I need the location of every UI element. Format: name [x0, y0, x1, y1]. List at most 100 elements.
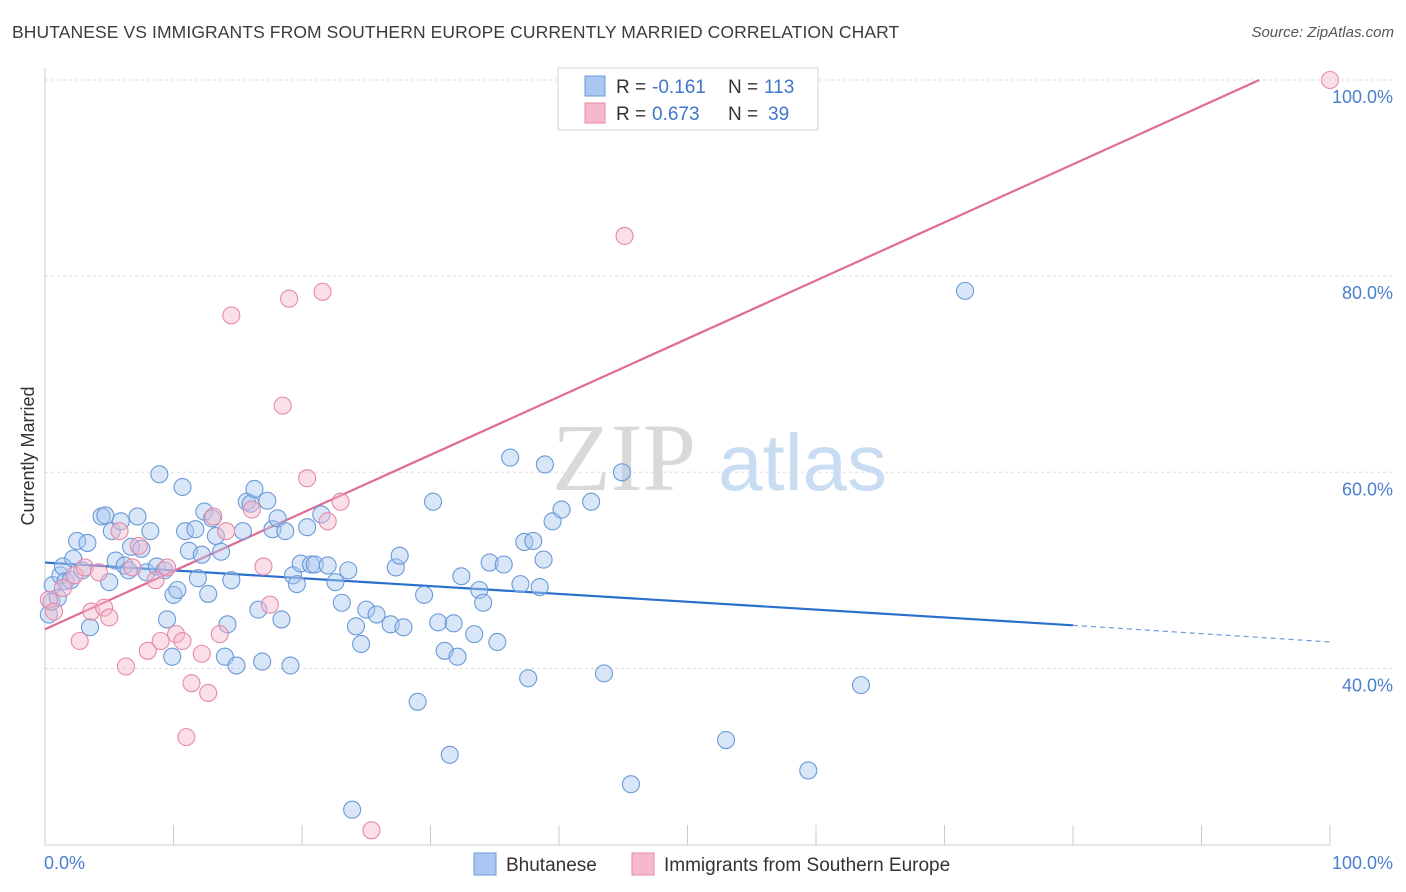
bhutanese-point-25: [141, 522, 160, 541]
bhutanese-point-105: [582, 492, 601, 511]
bhutanese-point-65: [305, 555, 324, 574]
legend-n-value-pink: 39: [768, 104, 789, 125]
southern-europe-point-7: [89, 563, 109, 582]
bottom-legend-label-bhutanese: Bhutanese: [506, 855, 597, 876]
bhutanese-point-39: [195, 502, 214, 521]
bhutanese-point-66: [312, 505, 331, 524]
southern-europe-point-33: [298, 469, 317, 488]
bhutanese-point-14: [96, 506, 115, 525]
bhutanese-point-68: [326, 573, 345, 592]
bhutanese-point-94: [494, 555, 513, 574]
southern-europe-point-8: [95, 598, 114, 617]
bottom-legend-swatch-southern-europe: [631, 852, 655, 876]
southern-europe-point-9: [100, 608, 119, 627]
bhutanese-trend-extension: [1072, 624, 1331, 643]
southern-europe-point-1: [44, 602, 64, 621]
bhutanese-point-75: [367, 605, 386, 624]
legend-n-label-pink: N =: [728, 104, 758, 125]
southern-europe-point-14: [138, 641, 157, 660]
bhutanese-point-101: [534, 550, 553, 569]
southern-europe-point-13: [129, 536, 148, 555]
bhutanese-point-80: [408, 692, 427, 711]
bhutanese-point-30: [163, 647, 182, 666]
legend-r-value-blue: -0.161: [652, 77, 706, 98]
bottom-legend: Bhutanese Immigrants from Southern Europ…: [473, 852, 950, 876]
bhutanese-point-3: [48, 588, 67, 607]
bhutanese-point-36: [186, 520, 205, 539]
tick-label-layer: 40.0% 60.0% 80.0% 100.0% 0.0% 100.0%: [44, 87, 1393, 873]
bhutanese-point-51: [245, 479, 264, 499]
bhutanese-point-98: [519, 669, 538, 688]
bottom-legend-label-southern-europe: Immigrants from Southern Europe: [664, 855, 950, 876]
southern-europe-point-36: [331, 492, 350, 511]
bhutanese-point-95: [501, 448, 520, 467]
top-legend: R = -0.161 N = 113 R = 0.673 N = 39: [557, 67, 819, 131]
southern-europe-point-20: [177, 728, 196, 747]
bhutanese-point-37: [188, 569, 207, 588]
bhutanese-point-96: [511, 575, 530, 594]
southern-europe-point-0: [39, 590, 58, 609]
southern-europe-point-17: [158, 558, 177, 577]
bhutanese-point-69: [332, 593, 351, 612]
bhutanese-point-112: [956, 281, 975, 300]
bhutanese-point-88: [452, 567, 471, 586]
southern-europe-point-38: [615, 226, 634, 245]
bhutanese-point-111: [851, 676, 871, 695]
bhutanese-point-16: [102, 522, 121, 541]
bhutanese-point-79: [394, 618, 413, 637]
bhutanese-point-63: [298, 518, 317, 537]
bhutanese-point-22: [128, 507, 147, 526]
bhutanese-point-29: [158, 610, 177, 629]
southern-europe-point-12: [123, 558, 142, 577]
southern-europe-point-30: [260, 595, 279, 614]
southern-europe-trend-line: [44, 78, 1260, 631]
legend-r-value-pink: 0.673: [652, 104, 700, 125]
bhutanese-point-43: [211, 542, 231, 561]
southern-europe-point-5: [75, 558, 94, 577]
southern-europe-point-35: [318, 512, 337, 531]
southern-europe-point-27: [222, 306, 241, 325]
watermark-atlas: atlas: [718, 418, 887, 507]
legend-n-label-blue: N =: [728, 77, 758, 98]
bhutanese-point-6: [56, 572, 75, 591]
bhutanese-point-61: [287, 575, 306, 594]
southern-europe-point-32: [280, 289, 299, 308]
bhutanese-point-11: [78, 533, 97, 552]
y-tick-label-100: 100.0%: [1332, 87, 1393, 107]
bhutanese-point-73: [352, 634, 371, 653]
bhutanese-point-89: [465, 625, 484, 644]
bhutanese-point-57: [272, 610, 291, 629]
southern-europe-point-4: [70, 631, 89, 651]
southern-europe-point-18: [167, 625, 186, 644]
y-axis-label: Currently Married: [18, 386, 38, 525]
bhutanese-point-17: [106, 551, 125, 570]
bhutanese-point-48: [233, 522, 252, 541]
southern-europe-point-16: [151, 631, 170, 651]
southern-europe-point-26: [217, 522, 236, 541]
y-tick-label-60: 60.0%: [1342, 479, 1393, 499]
bhutanese-point-86: [444, 614, 463, 633]
bhutanese-point-99: [524, 531, 543, 551]
southern-europe-point-24: [204, 507, 223, 526]
bhutanese-point-82: [424, 492, 443, 511]
bhutanese-point-59: [281, 656, 300, 675]
bhutanese-point-12: [80, 618, 100, 637]
southern-europe-point-39: [1320, 70, 1340, 90]
bhutanese-point-18: [111, 512, 130, 531]
bhutanese-point-106: [594, 664, 614, 683]
southern-europe-point-19: [173, 631, 192, 651]
bhutanese-point-107: [612, 463, 632, 482]
southern-europe-point-25: [210, 625, 229, 644]
bhutanese-point-45: [218, 615, 237, 634]
points-layer: [39, 70, 1340, 840]
southern-europe-point-21: [182, 674, 201, 693]
southern-europe-point-34: [313, 282, 332, 301]
bhutanese-point-71: [343, 800, 362, 819]
bhutanese-point-58: [276, 522, 295, 541]
axis-layer: [44, 68, 1331, 846]
bhutanese-point-74: [357, 600, 376, 619]
x-tick-label-100: 100.0%: [1332, 853, 1393, 873]
trend-layer: [44, 78, 1331, 643]
bhutanese-point-40: [199, 584, 218, 603]
